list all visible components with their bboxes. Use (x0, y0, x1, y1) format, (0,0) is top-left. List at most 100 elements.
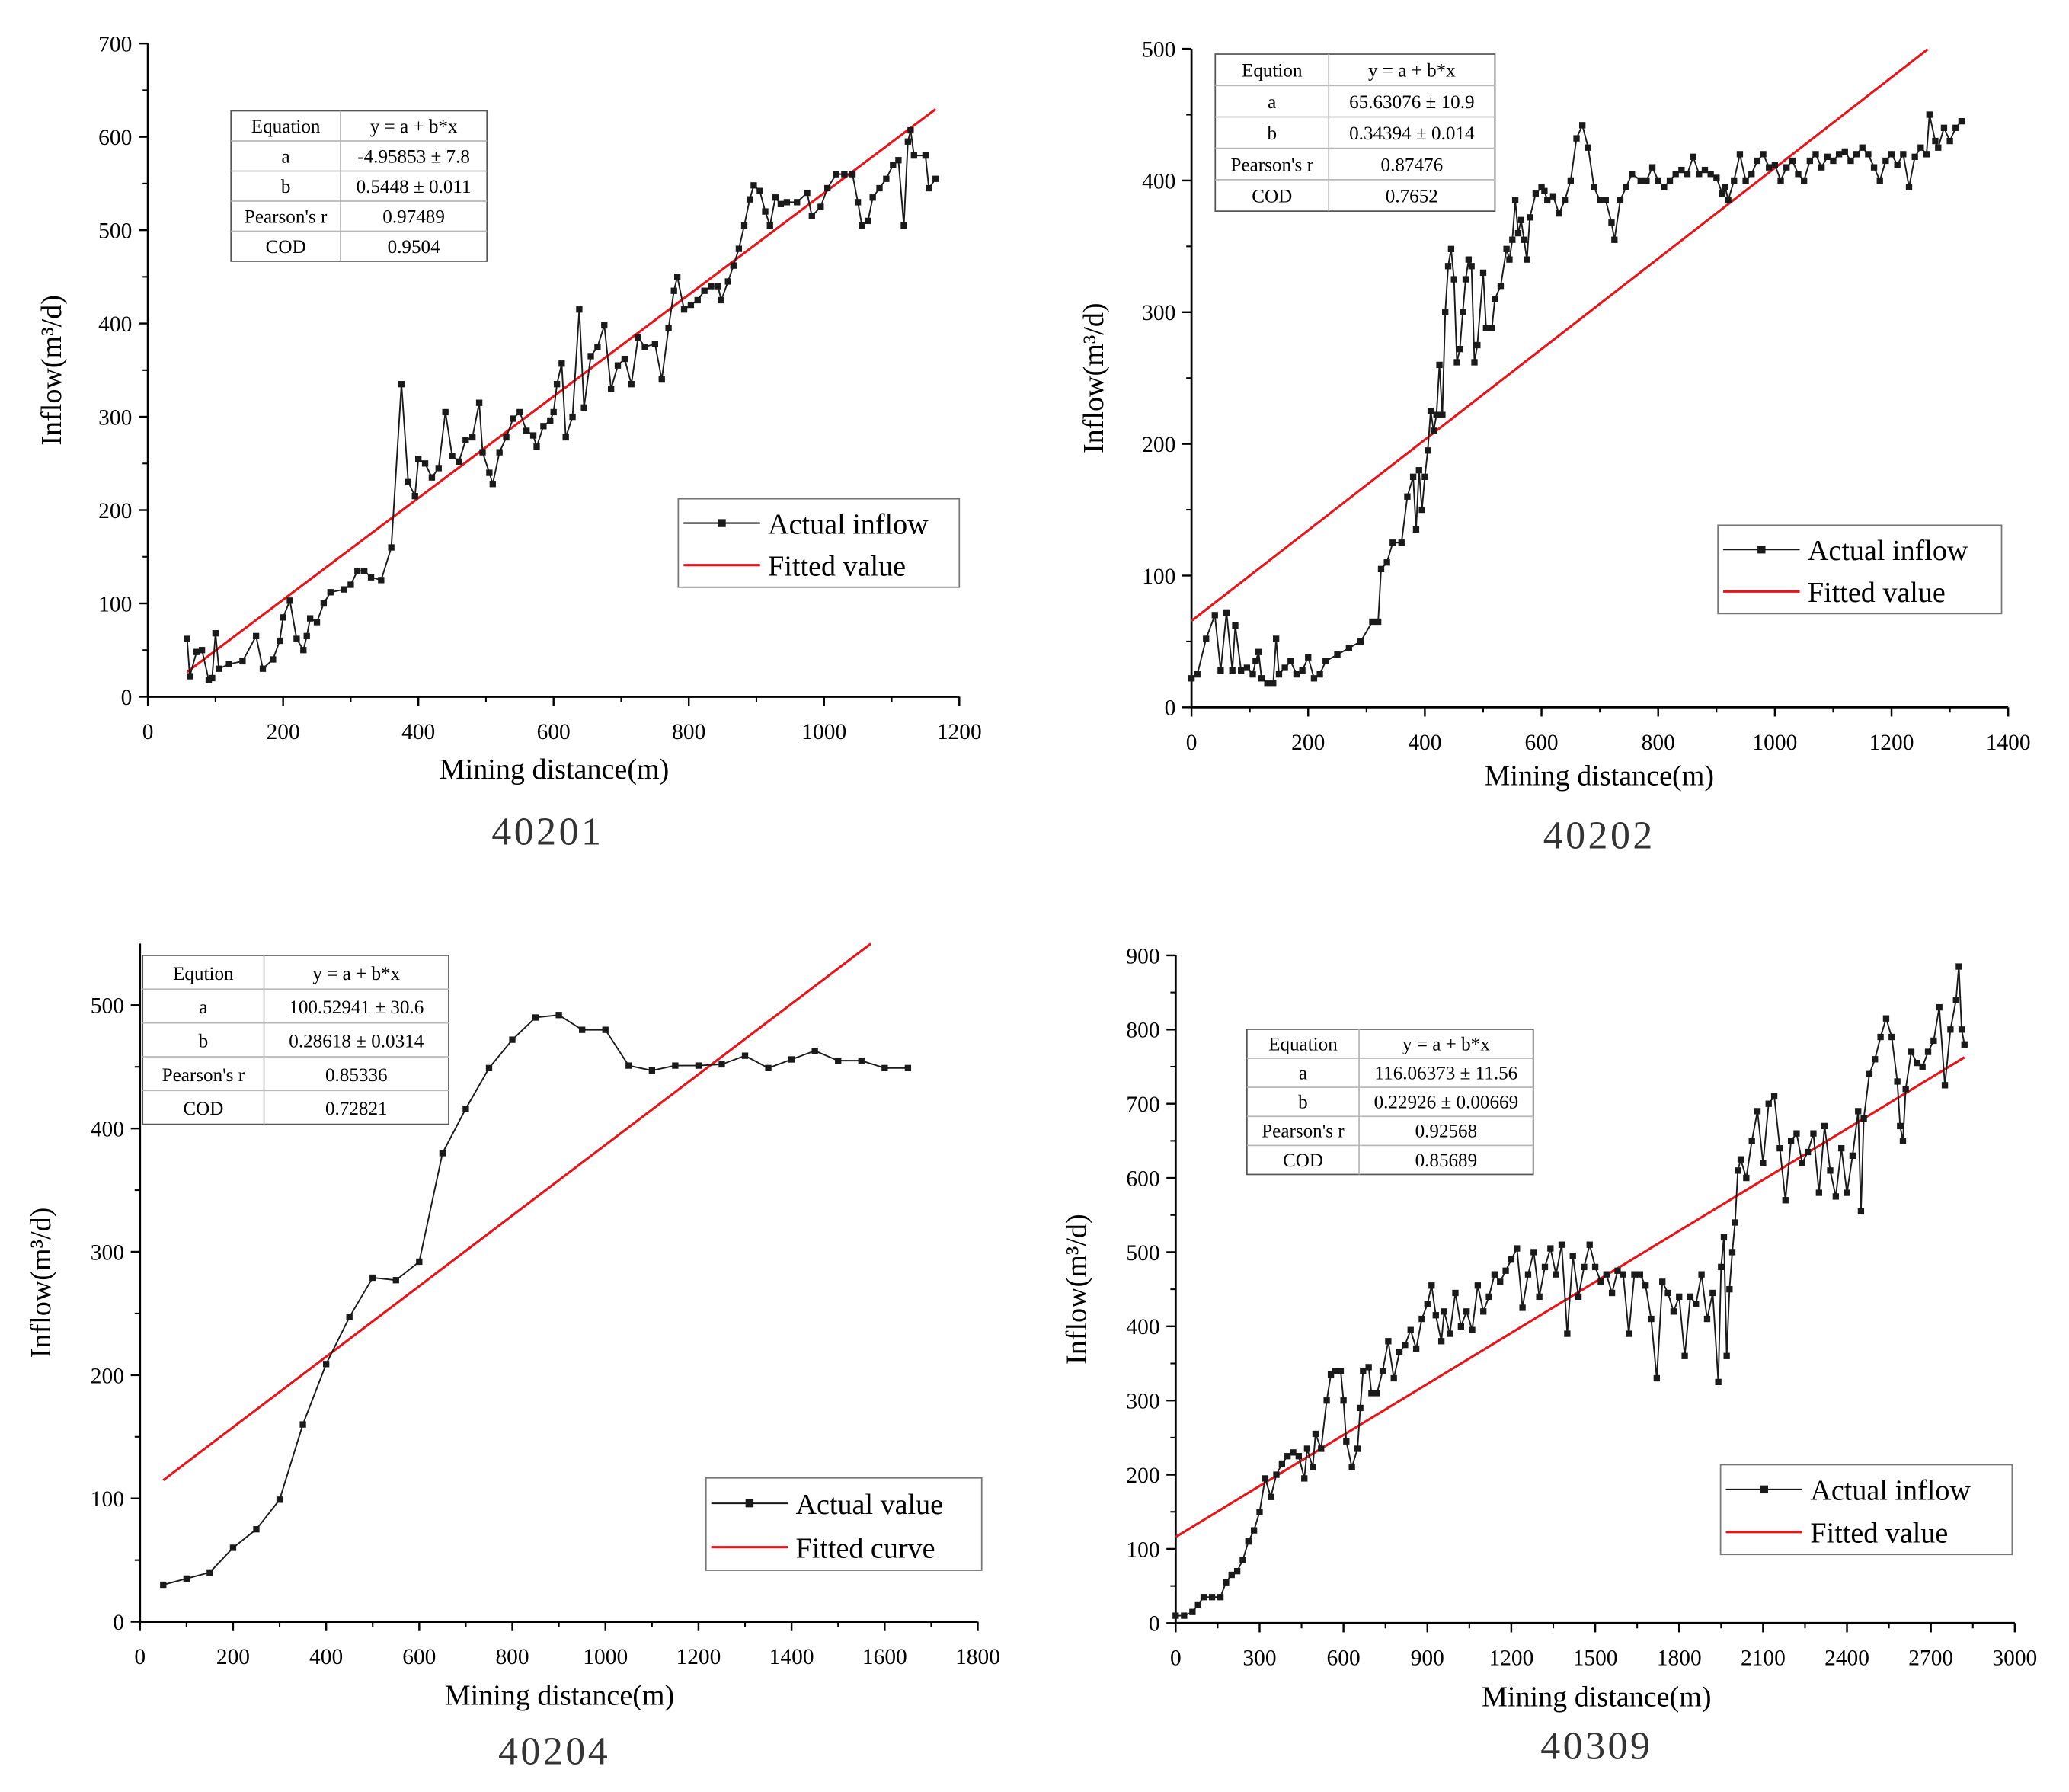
y-tick-label: 200 (1126, 1464, 1159, 1488)
data-point (746, 196, 753, 203)
data-point (1643, 177, 1650, 184)
table-cell-value: y = a + b*x (1368, 61, 1456, 82)
data-point (1258, 675, 1265, 682)
data-point (550, 408, 557, 416)
data-point (594, 344, 601, 350)
data-point (485, 1064, 493, 1071)
data-point (206, 1569, 213, 1576)
data-point (672, 1062, 679, 1069)
data-point (1585, 144, 1591, 151)
data-point (715, 283, 721, 290)
y-axis-title: Inflow(m³/d) (36, 295, 68, 446)
data-point (1897, 1122, 1904, 1130)
x-tick-label: 0 (1170, 1646, 1182, 1671)
data-point (1521, 236, 1527, 243)
data-point (442, 408, 449, 416)
legend-label-fitted: Fitted value (768, 551, 906, 583)
data-point (1713, 174, 1720, 181)
table-cell-value: 0.9504 (388, 237, 440, 258)
y-tick-label: 100 (91, 1487, 124, 1512)
data-point (1562, 197, 1569, 204)
data-point (1958, 1026, 1965, 1033)
data-point (1676, 1293, 1683, 1301)
data-point (270, 656, 277, 663)
data-point (1318, 1445, 1325, 1452)
data-point (1409, 473, 1417, 480)
data-point (1586, 1241, 1593, 1248)
data-point (1480, 1308, 1487, 1315)
data-point (1631, 1271, 1638, 1278)
data-point (1345, 645, 1353, 651)
data-point (1623, 184, 1629, 190)
data-point (421, 460, 429, 467)
y-axis-title: Inflow(m³/d) (25, 1208, 57, 1358)
data-point (1795, 171, 1802, 178)
data-point (1310, 675, 1318, 682)
data-point (1603, 1271, 1610, 1278)
data-point (1402, 1341, 1409, 1349)
table-cell-label: Pearson's r (1262, 1122, 1345, 1142)
data-point (286, 597, 293, 604)
data-point (665, 325, 672, 331)
data-point (766, 222, 773, 229)
data-point (1815, 1189, 1822, 1196)
data-point (1696, 171, 1703, 178)
data-point (1441, 1308, 1447, 1315)
data-point (1870, 164, 1878, 171)
data-point (900, 222, 907, 229)
x-tick-label: 1400 (769, 1645, 814, 1669)
data-point (1491, 1271, 1498, 1278)
data-point (516, 408, 523, 416)
data-point (1935, 144, 1942, 151)
data-point (587, 353, 594, 360)
data-point (1830, 157, 1837, 165)
data-point (1232, 622, 1239, 629)
data-point (1614, 1267, 1621, 1274)
legend-label-fitted: Fitted curve (796, 1533, 935, 1565)
data-point (160, 1581, 167, 1589)
y-tick-label: 600 (98, 126, 132, 150)
data-point (1432, 1312, 1439, 1319)
data-point (1742, 177, 1749, 184)
x-tick-label: 1200 (1489, 1646, 1533, 1671)
data-point (883, 175, 890, 182)
data-point (1323, 1397, 1330, 1404)
data-point (1877, 1033, 1884, 1041)
data-point (904, 138, 911, 145)
data-point (680, 306, 688, 313)
data-point (479, 449, 486, 456)
data-point (1489, 325, 1495, 331)
data-point (724, 278, 731, 285)
data-point (1564, 1330, 1571, 1337)
y-axis-title: Inflow(m³/d) (1078, 302, 1110, 453)
table-cell-value: y = a + b*x (312, 964, 400, 984)
data-point (580, 404, 587, 411)
table-cell-label: b (1298, 1093, 1308, 1113)
data-point (1666, 177, 1674, 184)
data-point (1681, 1352, 1688, 1359)
data-point (1905, 184, 1913, 190)
table-cell-label: a (199, 997, 207, 1018)
data-point (777, 200, 785, 207)
data-point (1760, 1160, 1767, 1166)
data-point (1693, 1301, 1700, 1307)
data-point (1648, 164, 1656, 171)
data-point (1765, 1100, 1772, 1107)
data-point (1924, 1048, 1932, 1055)
data-point (1437, 1338, 1445, 1345)
data-point (1567, 177, 1575, 184)
y-tick-label: 200 (1142, 433, 1175, 457)
x-tick-label: 400 (401, 720, 435, 744)
x-tick-label: 600 (537, 720, 571, 744)
data-point (621, 355, 628, 363)
data-point (1908, 1048, 1915, 1055)
data-point (1385, 1338, 1392, 1345)
table-border (1246, 1029, 1534, 1176)
data-point (398, 381, 405, 388)
data-point (670, 287, 677, 294)
data-point (854, 199, 862, 206)
data-point (1636, 1271, 1643, 1278)
data-point (1249, 670, 1256, 678)
table-cell-value: 0.22926 ± 0.00669 (1374, 1093, 1519, 1113)
data-point (783, 199, 791, 206)
